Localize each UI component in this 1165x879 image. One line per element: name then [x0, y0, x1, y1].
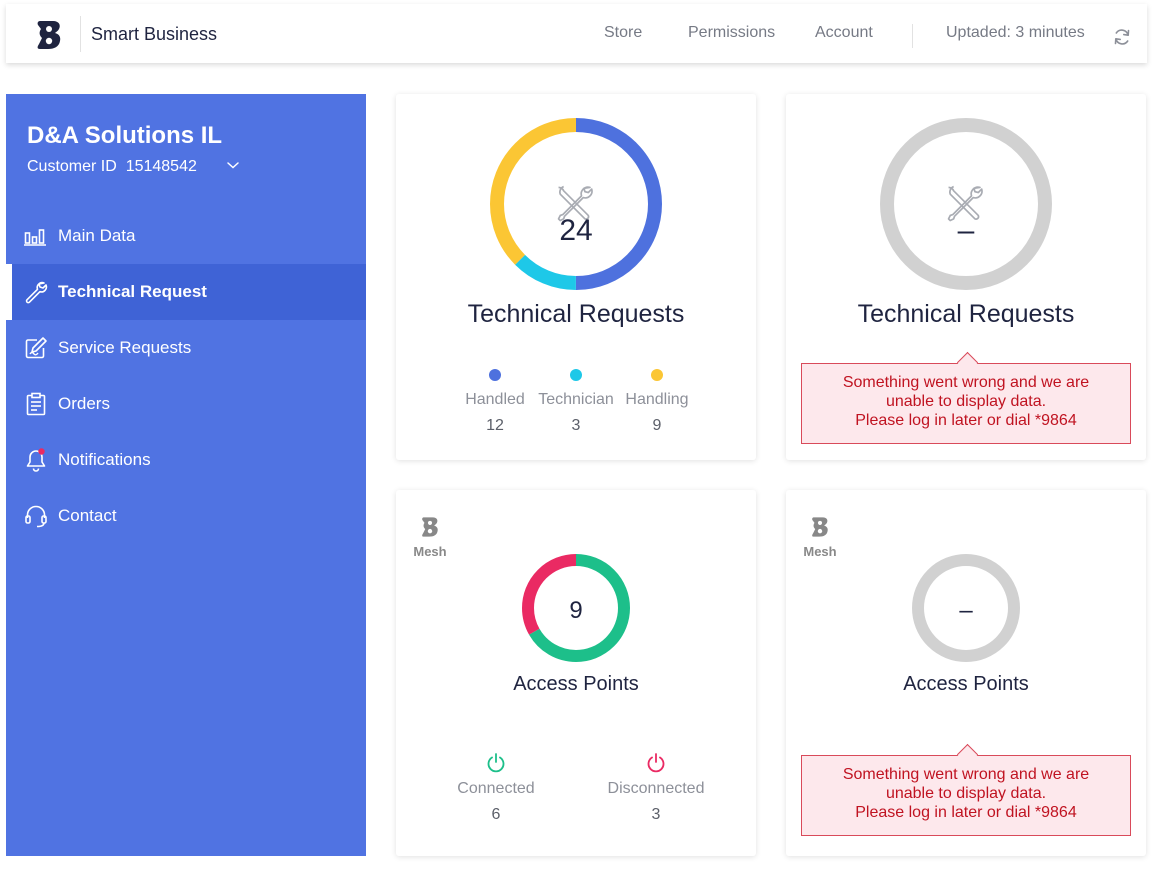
connected-value: 6 [491, 806, 501, 823]
technical-requests-card[interactable]: 24 Technical Requests Handled 12 Technic… [396, 94, 756, 460]
refresh-icon[interactable] [1112, 27, 1132, 47]
top-bar: Smart Business Store Permissions Account… [6, 4, 1147, 63]
sidebar-item-label: Contact [58, 506, 117, 525]
legend-value: 9 [652, 417, 662, 434]
mesh-label: Mesh [803, 544, 837, 559]
company-name: D&A Solutions IL [27, 122, 223, 149]
technical-requests-donut [490, 118, 662, 290]
sidebar-item-label: Main Data [58, 226, 136, 245]
technical-requests-total: – [957, 214, 975, 247]
access-points-donut [522, 554, 630, 662]
legend-label: Handled [465, 391, 525, 408]
edit-icon [25, 337, 47, 359]
bar-chart-icon [24, 229, 46, 246]
legend-handling: Handling 9 [612, 369, 702, 435]
error-message: Something went wrong and we are unable t… [801, 363, 1131, 444]
mesh-logo: Mesh [412, 516, 448, 559]
sidebar-item-contact[interactable]: Contact [6, 488, 366, 544]
disconnected-stat: Disconnected 3 [596, 752, 716, 824]
nav-permissions-link[interactable]: Permissions [688, 24, 776, 41]
mesh-brand-icon [812, 517, 828, 537]
wrench-icon [25, 281, 48, 304]
access-points-error-card[interactable]: Mesh – Access Points Something went wron… [786, 490, 1146, 856]
legend-label: Technician [538, 391, 614, 408]
nav-account-link[interactable]: Account [815, 24, 873, 41]
customer-id-value: 15148542 [125, 158, 197, 175]
access-points-card[interactable]: Mesh 9 Access Points Connected 6 Disconn… [396, 490, 756, 856]
connected-label: Connected [457, 780, 535, 797]
technical-requests-empty-ring [880, 118, 1052, 290]
error-message: Something went wrong and we are unable t… [801, 755, 1131, 836]
disconnected-value: 3 [651, 806, 661, 823]
customer-id-label: Customer ID 15148542 [27, 158, 197, 176]
legend-dot-handled [489, 369, 501, 381]
legend-dot-technician [570, 369, 582, 381]
nav-store-link[interactable]: Store [604, 24, 643, 41]
access-points-title: Access Points [513, 673, 639, 695]
sidebar: D&A Solutions IL Customer ID 15148542 Ma… [6, 94, 366, 856]
error-line: Please log in later or dial *9864 [855, 804, 1077, 821]
chevron-down-icon[interactable] [226, 160, 240, 170]
nav-divider [912, 24, 913, 48]
updated-status: Uptaded: 3 minutes [946, 24, 1085, 41]
technical-requests-title: Technical Requests [857, 300, 1075, 328]
error-line: unable to display data. [885, 393, 1047, 410]
headset-icon [25, 505, 47, 528]
technical-requests-total: 24 [559, 214, 593, 247]
mesh-brand-icon [422, 517, 438, 537]
legend-value: 12 [486, 417, 504, 434]
legend-technician: Technician 3 [531, 369, 621, 435]
sidebar-item-label: Service Requests [58, 338, 192, 357]
sidebar-item-orders[interactable]: Orders [6, 376, 366, 432]
access-points-empty-ring [912, 554, 1020, 662]
logo-divider [80, 16, 81, 52]
donut-segment-handling [490, 118, 662, 290]
sidebar-item-notifications[interactable]: Notifications [6, 432, 366, 488]
error-line: Please log in later or dial *9864 [855, 412, 1077, 429]
clipboard-icon [26, 392, 46, 416]
error-line: Something went wrong and we are [842, 766, 1090, 783]
tools-icon [947, 185, 983, 222]
power-icon [647, 753, 665, 773]
mesh-label: Mesh [413, 544, 447, 559]
access-points-total: 9 [569, 597, 583, 624]
sidebar-item-technical-request[interactable]: Technical Request [6, 264, 366, 320]
legend-handled: Handled 12 [450, 369, 540, 435]
connected-stat: Connected 6 [436, 752, 556, 824]
sidebar-item-label: Notifications [58, 450, 151, 469]
bell-icon [26, 448, 46, 472]
legend-value: 3 [571, 417, 581, 434]
app-title: Smart Business [91, 24, 218, 44]
error-line: Something went wrong and we are [842, 374, 1090, 391]
legend-label: Handling [625, 391, 689, 408]
legend-dot-handling [651, 369, 663, 381]
donut-segment-disconnected [522, 554, 630, 662]
access-points-total: – [959, 597, 973, 624]
access-points-title: Access Points [903, 673, 1029, 695]
technical-requests-error-card[interactable]: – Technical Requests Something went wron… [786, 94, 1146, 460]
technical-requests-title: Technical Requests [467, 300, 685, 328]
sidebar-item-label: Orders [58, 394, 110, 413]
tools-icon [557, 185, 593, 222]
sidebar-item-service-requests[interactable]: Service Requests [6, 320, 366, 376]
mesh-logo: Mesh [802, 516, 838, 559]
brand-logo-icon[interactable] [36, 19, 62, 51]
error-line: unable to display data. [885, 785, 1047, 802]
disconnected-label: Disconnected [607, 780, 705, 797]
sidebar-item-label: Technical Request [58, 282, 207, 301]
customer-id-caption: Customer ID [27, 158, 117, 175]
sidebar-item-main-data[interactable]: Main Data [6, 208, 366, 264]
power-icon [487, 753, 505, 773]
